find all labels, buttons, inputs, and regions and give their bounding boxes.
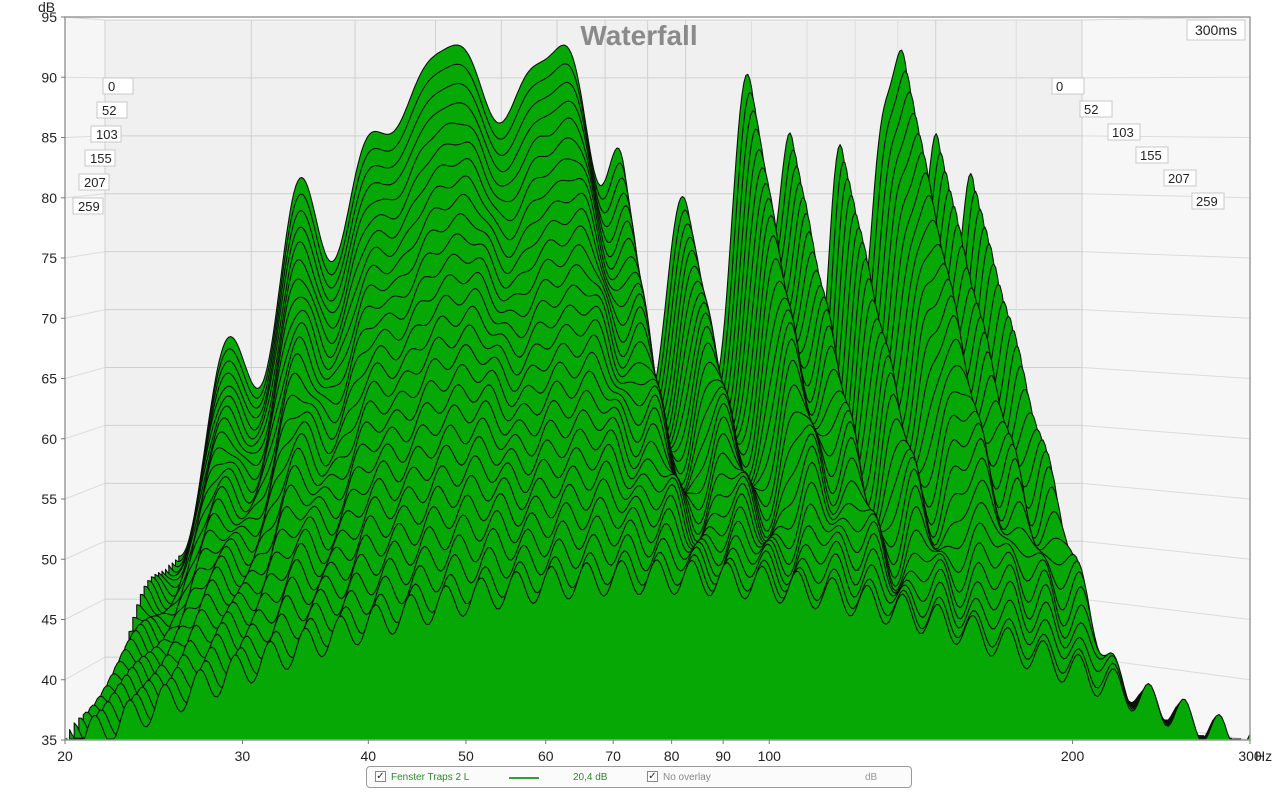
series-line-swatch xyxy=(509,777,539,779)
x-tick-label: 50 xyxy=(458,748,474,764)
x-tick-label: 80 xyxy=(664,748,680,764)
overlay-name: No overlay xyxy=(663,772,711,783)
x-axis: 20 30 40 50 60 70 80 90 100 200 300 xyxy=(57,740,1262,764)
x-tick-label: 20 xyxy=(57,748,73,764)
y-axis: 95 90 85 80 75 70 65 60 55 50 45 40 35 xyxy=(41,9,65,748)
y-tick-label: 85 xyxy=(41,130,57,146)
grid-left-diag xyxy=(64,76,106,79)
y-unit-label: dB xyxy=(38,0,55,15)
series-value: 20,4 dB xyxy=(573,772,608,783)
x-tick-label: 70 xyxy=(605,748,621,764)
legend-bar: ✓ Fenster Traps 2 L 20,4 dB ✓ No overlay… xyxy=(366,766,912,788)
time-label-left: 0 xyxy=(108,79,115,94)
time-label-right: 155 xyxy=(1140,148,1162,163)
x-tick-label: 200 xyxy=(1061,748,1085,764)
grid-left-diag xyxy=(64,424,106,440)
x-tick-label: 300 xyxy=(1238,748,1262,764)
grid-left-diag xyxy=(64,309,106,319)
time-label-box-left xyxy=(96,101,128,119)
x-tick-label: 40 xyxy=(361,748,377,764)
time-label-left: 207 xyxy=(84,175,106,190)
y-tick-label: 50 xyxy=(41,551,57,567)
waterfall-slice xyxy=(64,559,1251,741)
y-tick-label: 95 xyxy=(41,9,57,25)
right-wall xyxy=(1081,16,1251,741)
time-label-box-left xyxy=(90,125,122,143)
left-wall xyxy=(64,16,106,741)
grid-right-diag xyxy=(1081,540,1251,560)
waterfall-slices xyxy=(64,44,1251,741)
y-tick-label: 60 xyxy=(41,431,57,447)
chart-title: Waterfall xyxy=(580,20,697,51)
time-label-left: 52 xyxy=(102,103,116,118)
y-tick-label: 90 xyxy=(41,69,57,85)
time-label-left: 103 xyxy=(96,127,118,142)
time-window-label: 300ms xyxy=(1195,22,1237,38)
time-label-right: 0 xyxy=(1056,79,1063,94)
time-label-left: 155 xyxy=(90,151,112,166)
grid-left-diag xyxy=(64,540,106,560)
grid-right-diag xyxy=(1081,309,1251,319)
grid-right-diag xyxy=(1081,76,1251,79)
series-checkbox[interactable]: ✓ xyxy=(375,771,386,782)
y-tick-label: 45 xyxy=(41,612,57,628)
time-label-right: 52 xyxy=(1084,102,1098,117)
time-label-box-right xyxy=(1079,100,1113,118)
grid-left-diag xyxy=(64,656,106,681)
time-label-right: 103 xyxy=(1112,125,1134,140)
y-tick-label: 75 xyxy=(41,250,57,266)
x-tick-label: 90 xyxy=(715,748,731,764)
time-label-box-right xyxy=(1135,146,1169,164)
x-unit-label: Hz xyxy=(1255,748,1272,764)
time-label-box-right xyxy=(1051,77,1085,95)
grid-right-diag xyxy=(1081,482,1251,500)
y-tick-label: 70 xyxy=(41,310,57,326)
y-tick-label: 65 xyxy=(41,371,57,387)
time-label-left: 259 xyxy=(78,199,100,214)
time-slice-labels: 0 0 52 52 103 103 155 155 207 207 259 259 xyxy=(72,77,1225,215)
time-label-right: 259 xyxy=(1196,194,1218,209)
time-window-box xyxy=(1186,19,1246,41)
x-tick-label: 100 xyxy=(758,748,782,764)
grid-right-diag xyxy=(1081,251,1251,259)
x-tick-label: 60 xyxy=(538,748,554,764)
grid-right-diag xyxy=(1081,424,1251,440)
grid-right-diag xyxy=(1081,367,1251,379)
series-name: Fenster Traps 2 L xyxy=(391,772,470,783)
x-tick-label: 30 xyxy=(235,748,251,764)
overlay-checkbox[interactable]: ✓ xyxy=(647,771,658,782)
grid-right-diag xyxy=(1081,598,1251,620)
y-tick-label: 40 xyxy=(41,672,57,688)
time-label-box-left xyxy=(84,149,116,167)
y-tick-label: 35 xyxy=(41,732,57,748)
y-tick-label: 55 xyxy=(41,491,57,507)
time-label-box-right xyxy=(1191,192,1225,210)
time-label-box-right xyxy=(1107,123,1141,141)
y-tick-label: 80 xyxy=(41,190,57,206)
grid-left-diag xyxy=(64,598,106,620)
time-label-right: 207 xyxy=(1168,171,1190,186)
time-label-box-left xyxy=(102,77,134,95)
time-label-box-right xyxy=(1163,169,1197,187)
grid-left-diag xyxy=(64,251,106,259)
overlay-unit: dB xyxy=(865,772,878,783)
time-label-box-left xyxy=(78,173,110,191)
grid-left-diag xyxy=(64,482,106,500)
grid-left-diag xyxy=(64,367,106,379)
grid-left-diag xyxy=(64,193,106,199)
time-label-box-left xyxy=(72,197,104,215)
